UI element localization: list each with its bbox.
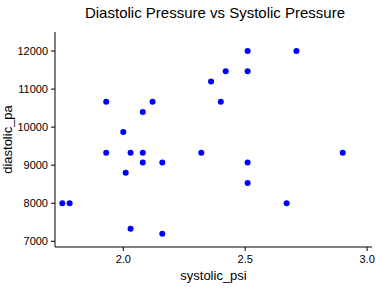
scatter-point xyxy=(208,78,214,84)
scatter-point xyxy=(340,150,346,156)
scatter-point xyxy=(293,48,299,54)
y-tick xyxy=(51,51,55,52)
y-tick xyxy=(51,127,55,128)
scatter-point xyxy=(245,180,251,186)
y-tick xyxy=(51,165,55,166)
x-tick-label: 2.0 xyxy=(116,253,131,265)
scatter-point xyxy=(128,226,134,232)
scatter-point xyxy=(159,231,165,237)
scatter-point xyxy=(140,150,146,156)
scatter-point xyxy=(103,150,109,156)
scatter-point xyxy=(198,150,204,156)
scatter-point xyxy=(123,170,129,176)
chart-title: Diastolic Pressure vs Systolic Pressure xyxy=(85,4,345,21)
scatter-point xyxy=(128,150,134,156)
scatter-point xyxy=(103,99,109,105)
scatter-point xyxy=(245,48,251,54)
y-tick-label: 8000 xyxy=(24,197,48,209)
scatter-point xyxy=(140,160,146,166)
x-tick-label: 3.0 xyxy=(359,253,374,265)
scatter-point xyxy=(59,200,65,206)
scatter-point xyxy=(218,99,224,105)
scatter-point xyxy=(245,160,251,166)
y-tick-label: 10000 xyxy=(17,121,48,133)
scatter-point xyxy=(150,99,156,105)
scatter-point xyxy=(223,68,229,74)
scatter-point xyxy=(159,160,165,166)
chart-container: Diastolic Pressure vs Systolic Pressure 7… xyxy=(0,0,376,288)
x-tick xyxy=(123,247,124,251)
y-tick xyxy=(51,203,55,204)
scatter-point xyxy=(140,109,146,115)
x-tick xyxy=(367,247,368,251)
points-group xyxy=(59,48,345,237)
x-axis-label: systolic_psi xyxy=(180,268,247,283)
y-axis-line xyxy=(55,32,56,247)
y-axis-label: diastolic_pa xyxy=(0,104,15,173)
x-axis-line xyxy=(55,247,372,248)
chart-svg: Diastolic Pressure vs Systolic Pressure 7… xyxy=(0,0,376,288)
y-tick xyxy=(51,89,55,90)
scatter-point xyxy=(284,200,290,206)
scatter-point xyxy=(120,129,126,135)
y-tick xyxy=(51,241,55,242)
y-tick-label: 9000 xyxy=(24,159,48,171)
x-tick-label: 2.5 xyxy=(238,253,253,265)
scatter-point xyxy=(67,200,73,206)
y-tick-label: 12000 xyxy=(17,45,48,57)
x-tick xyxy=(245,247,246,251)
scatter-point xyxy=(245,68,251,74)
y-tick-label: 11000 xyxy=(18,83,48,95)
y-tick-label: 7000 xyxy=(24,235,48,247)
